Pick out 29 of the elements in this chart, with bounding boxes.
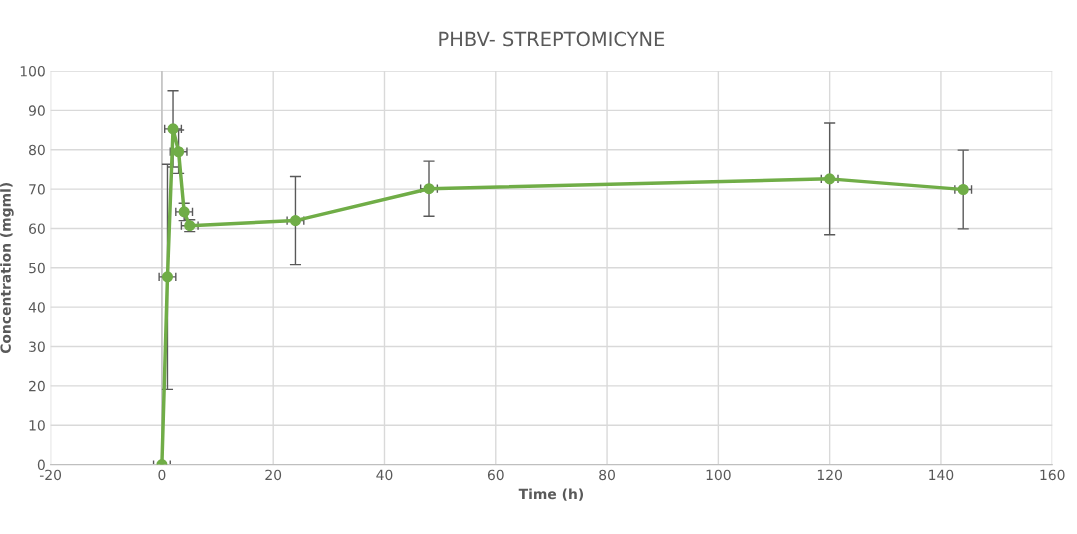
x-tick-label: 100 — [706, 469, 731, 481]
point — [173, 146, 185, 158]
point — [957, 183, 969, 196]
point — [824, 173, 836, 185]
y-tick-label: 50 — [29, 262, 45, 274]
y-tick-label: 20 — [29, 380, 45, 392]
y-axis-title: Concentration (mgml) — [0, 182, 14, 354]
x-tick-label: 40 — [376, 469, 393, 481]
x-tick-label: 120 — [817, 469, 842, 481]
y-tick-label: 0 — [37, 459, 45, 471]
x-tick-label: 0 — [158, 469, 166, 481]
y-tick-label: 60 — [29, 223, 45, 234]
point — [423, 183, 435, 195]
chart-title: PHBV- STREPTOMICYNE — [439, 31, 665, 47]
x-tick-label: 160 — [1040, 469, 1065, 481]
x-tick-label: 140 — [929, 469, 954, 481]
y-tick-label: 10 — [29, 420, 45, 431]
y-tick-label: 70 — [29, 184, 45, 195]
point — [167, 123, 179, 135]
y-tick-label: 40 — [28, 302, 45, 313]
x-axis-title: Time (h) — [518, 488, 583, 501]
y-tick-label: 90 — [28, 105, 45, 116]
y-tick-label: 100 — [20, 65, 45, 77]
y-tick-label: 80 — [29, 144, 45, 156]
x-tick-label: 20 — [265, 469, 282, 481]
x-tick-label: 60 — [487, 469, 504, 481]
x-tick-label: -20 — [39, 469, 62, 481]
y-tick-label: 30 — [29, 341, 45, 352]
x-tick-label: 80 — [599, 469, 615, 481]
